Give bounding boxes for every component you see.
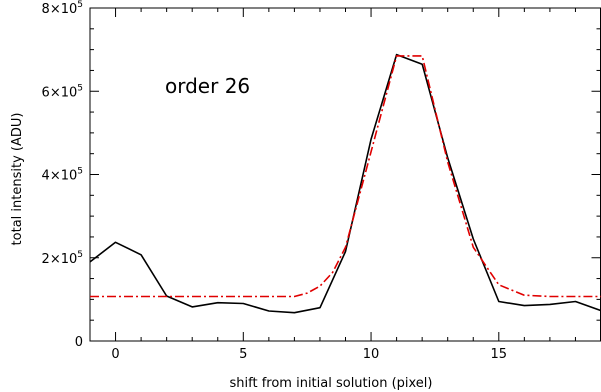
x-tick-label: 10 (363, 347, 380, 362)
y-tick-label-exponent: 5 (77, 0, 83, 10)
plot-area (89, 7, 601, 342)
x-tick-label: 5 (239, 347, 247, 362)
y-tick-label: 4×105 (42, 167, 83, 184)
y-tick-label-exponent: 5 (77, 250, 83, 260)
y-tick-label-base: 2×10 (42, 252, 78, 267)
y-tick-label-base: 0 (75, 335, 83, 350)
y-tick-label: 8×105 (42, 0, 83, 17)
x-tick-label: 15 (491, 347, 508, 362)
y-tick-label: 6×105 (42, 83, 83, 100)
y-tick-label: 2×105 (42, 250, 83, 267)
plot-frame (89, 7, 601, 342)
series-line-dashdot (90, 55, 601, 298)
y-tick-label-exponent: 5 (77, 83, 83, 93)
series-layer (89, 53, 601, 314)
x-axis-label: shift from initial solution (pixel) (230, 376, 433, 391)
y-tick-label-exponent: 5 (77, 167, 83, 177)
y-tick-label-base: 4×10 (42, 169, 78, 184)
y-tick-label-base: 8×10 (42, 2, 78, 17)
y-tick-label-base: 6×10 (42, 85, 78, 100)
series-line-solid (89, 53, 601, 314)
y-axis-label: total intensity (ADU) (10, 113, 25, 246)
x-tick-label: 0 (111, 347, 119, 362)
y-tick-label: 0 (75, 335, 83, 350)
order-annotation: order 26 (165, 74, 250, 98)
